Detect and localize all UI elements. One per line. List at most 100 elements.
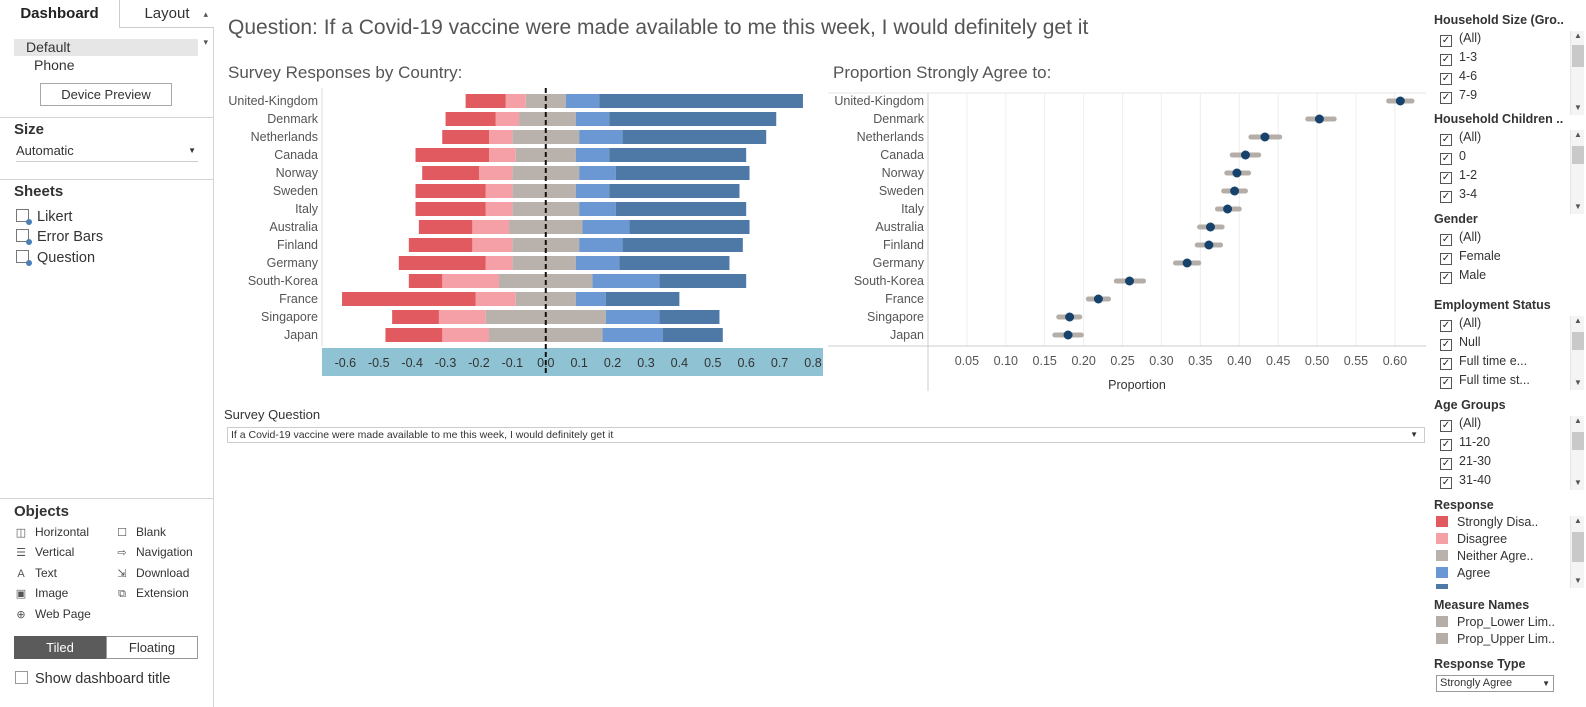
legend-item[interactable]: Disagree (1434, 531, 1556, 548)
survey-question-dropdown[interactable]: If a Covid-19 vaccine were made availabl… (227, 427, 1425, 443)
scrollbar[interactable]: ▲ ▼ (1570, 316, 1584, 390)
filter-option[interactable]: ✓ Full time st... (1434, 371, 1556, 390)
checkbox-checked-icon[interactable]: ✓ (1440, 73, 1452, 85)
sheet-item-error-bars[interactable]: Error Bars (16, 227, 103, 247)
object-text[interactable]: A Text (15, 565, 57, 581)
bar-segment (489, 148, 516, 162)
sheet-item-question[interactable]: Question (16, 248, 95, 268)
filter-option[interactable]: ✓ Male (1434, 266, 1556, 285)
filter-option[interactable]: ✓ (All) (1434, 414, 1556, 433)
scrollbar[interactable]: ▲ ▼ (1570, 130, 1584, 214)
legend-item[interactable]: Strongly Disa.. (1434, 514, 1556, 531)
option-label: 4-6 (1459, 69, 1478, 83)
filter-option[interactable]: ✓ 21-30 (1434, 452, 1556, 471)
object-blank[interactable]: ☐ Blank (116, 524, 166, 540)
scroll-up-icon[interactable]: ▲ (1574, 316, 1582, 325)
checkbox-checked-icon[interactable]: ✓ (1440, 439, 1452, 451)
object-image[interactable]: ▣ Image (15, 585, 69, 601)
legend-item-partial[interactable] (1434, 582, 1556, 589)
legend-item[interactable]: Prop_Lower Lim.. (1434, 614, 1556, 631)
filter-option[interactable]: ✓ Full time e... (1434, 352, 1556, 371)
checkbox-checked-icon[interactable]: ✓ (1440, 377, 1452, 389)
bar-segment (545, 328, 603, 342)
checkbox-checked-icon[interactable]: ✓ (1440, 420, 1452, 432)
checkbox-checked-icon[interactable]: ✓ (1440, 54, 1452, 66)
scroll-down-icon[interactable]: ▼ (1574, 202, 1582, 211)
scrollbar[interactable]: ▲ ▼ (1570, 416, 1584, 490)
tab-layout[interactable]: Layout ▴ ▾ (120, 0, 214, 47)
filter-option[interactable]: ✓ (All) (1434, 29, 1556, 48)
checkbox-checked-icon[interactable]: ✓ (1440, 477, 1452, 489)
checkbox-checked-icon[interactable]: ✓ (1440, 458, 1452, 470)
checkbox-checked-icon[interactable]: ✓ (1440, 358, 1452, 370)
filter-option[interactable]: ✓ 7-9 (1434, 86, 1556, 105)
object-navigation[interactable]: ⇨ Navigation (116, 544, 192, 560)
checkbox-checked-icon[interactable]: ✓ (1440, 92, 1452, 104)
object-download[interactable]: ⇲ Download (116, 565, 189, 581)
filter-option[interactable]: ✓ 1-3 (1434, 48, 1556, 67)
scroll-thumb[interactable] (1572, 432, 1584, 450)
x-tick-label: 0.45 (1266, 354, 1290, 368)
scroll-up-icon[interactable]: ▲ (1574, 516, 1582, 525)
filter-option[interactable]: ✓ (All) (1434, 228, 1556, 247)
scroll-down-icon[interactable]: ▼ (1574, 478, 1582, 487)
proportion-chart[interactable]: 0.05 0.10 0.15 0.20 0.25 0.30 0.35 0.40 0.45 0.50… (828, 88, 1428, 393)
checkbox-icon[interactable] (15, 671, 28, 684)
object-vertical[interactable]: ☰ Vertical (15, 544, 74, 560)
checkbox-checked-icon[interactable]: ✓ (1440, 234, 1452, 246)
show-dashboard-title-checkbox[interactable]: Show dashboard title (15, 671, 170, 687)
scroll-down-icon[interactable]: ▼ (1574, 576, 1582, 585)
checkbox-checked-icon[interactable]: ✓ (1440, 153, 1452, 165)
scroll-thumb[interactable] (1572, 532, 1584, 562)
legend-item[interactable]: Neither Agre.. (1434, 548, 1556, 565)
scroll-down-icon[interactable]: ▼ (1574, 378, 1582, 387)
floating-toggle[interactable]: Floating (106, 636, 198, 659)
object-extension[interactable]: ⧉ Extension (116, 585, 189, 601)
scroll-up-icon[interactable]: ▲ (1574, 416, 1582, 425)
device-default[interactable]: Default (14, 39, 198, 56)
scroll-up-icon[interactable]: ▲ (1574, 130, 1582, 139)
filter-option[interactable]: ✓ 0 (1434, 147, 1556, 166)
device-phone[interactable]: Phone (34, 57, 75, 73)
sheet-item-likert[interactable]: Likert (16, 207, 72, 227)
data-point (1063, 330, 1073, 340)
filter-option[interactable]: ✓ (All) (1434, 314, 1556, 333)
checkbox-checked-icon[interactable]: ✓ (1440, 339, 1452, 351)
legend-item[interactable]: Agree (1434, 565, 1556, 582)
filter-option[interactable]: ✓ 1-2 (1434, 166, 1556, 185)
filter-option[interactable]: ✓ 4-6 (1434, 67, 1556, 86)
x-tick-label: 0.20 (1071, 354, 1095, 368)
tab-dashboard[interactable]: Dashboard (0, 0, 120, 28)
device-preview-button[interactable]: Device Preview (40, 83, 172, 106)
bar-segment (575, 256, 620, 270)
checkbox-checked-icon[interactable]: ✓ (1440, 134, 1452, 146)
checkbox-checked-icon[interactable]: ✓ (1440, 272, 1452, 284)
scroll-down-icon[interactable]: ▼ (1574, 103, 1582, 112)
checkbox-checked-icon[interactable]: ✓ (1440, 35, 1452, 47)
filter-option[interactable]: ✓ (All) (1434, 128, 1556, 147)
checkbox-checked-icon[interactable]: ✓ (1440, 172, 1452, 184)
scroll-thumb[interactable] (1572, 332, 1584, 350)
scroll-thumb[interactable] (1572, 45, 1584, 67)
filter-option[interactable]: ✓ 11-20 (1434, 433, 1556, 452)
size-dropdown[interactable]: Automatic ▼ (16, 143, 198, 162)
show-title-label: Show dashboard title (35, 671, 171, 687)
filter-option[interactable]: ✓ 31-40 (1434, 471, 1556, 490)
response-type-dropdown[interactable]: Strongly Agree ▼ (1436, 675, 1554, 692)
tiled-toggle[interactable]: Tiled (14, 636, 106, 659)
likert-chart[interactable]: United-Kingdom Denmark Netherlands Canada No… (216, 88, 828, 378)
filter-option[interactable]: ✓ 3-4 (1434, 185, 1556, 204)
scrollbar[interactable]: ▲ ▼ (1570, 516, 1584, 588)
object-web-page[interactable]: ⊕ Web Page (15, 606, 90, 622)
object-horizontal[interactable]: ◫ Horizontal (15, 524, 89, 540)
checkbox-checked-icon[interactable]: ✓ (1440, 253, 1452, 265)
filter-option[interactable]: ✓ Female (1434, 247, 1556, 266)
tab-scroll-icon[interactable]: ▴ ▾ (203, 9, 208, 47)
checkbox-checked-icon[interactable]: ✓ (1440, 320, 1452, 332)
scrollbar[interactable]: ▲ ▼ (1570, 31, 1584, 115)
scroll-thumb[interactable] (1572, 146, 1584, 164)
checkbox-checked-icon[interactable]: ✓ (1440, 191, 1452, 203)
legend-item[interactable]: Prop_Upper Lim.. (1434, 631, 1556, 648)
scroll-up-icon[interactable]: ▲ (1574, 31, 1582, 40)
filter-option[interactable]: ✓ Null (1434, 333, 1556, 352)
